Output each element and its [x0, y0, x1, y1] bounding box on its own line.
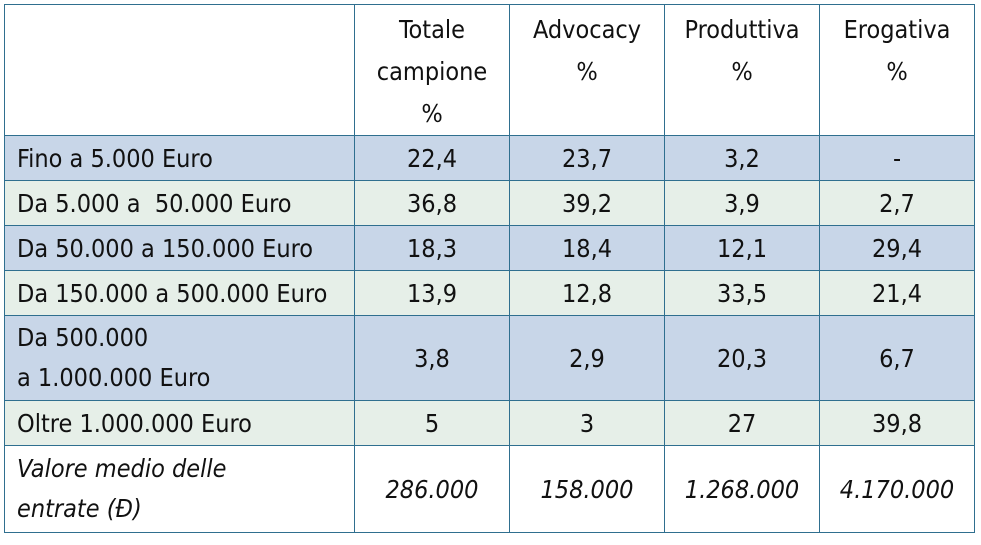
- row-label: Oltre 1.000.000 Euro: [4, 400, 355, 446]
- cell-advocacy: 18,4: [509, 225, 665, 271]
- cell-totale: 286.000: [354, 445, 510, 533]
- row-label: Da 5.000 a 50.000 Euro: [4, 180, 355, 226]
- cell-produttiva: 33,5: [664, 270, 820, 316]
- row-label: Da 50.000 a 150.000 Euro: [4, 225, 355, 271]
- header-line: %: [421, 99, 443, 128]
- income-table-container: Totale campione % Advocacy % Produttiva …: [4, 4, 975, 533]
- cell-erogativa: 6,7: [819, 315, 975, 401]
- income-distribution-table: Totale campione % Advocacy % Produttiva …: [4, 4, 975, 533]
- table-row: Fino a 5.000 Euro 22,4 23,7 3,2 -: [4, 135, 975, 181]
- row-label: Da 500.000 a 1.000.000 Euro: [4, 315, 355, 401]
- cell-produttiva: 20,3: [664, 315, 820, 401]
- header-erogativa: Erogativa %: [819, 4, 975, 136]
- cell-advocacy: 3: [509, 400, 665, 446]
- row-label-text: Fino a 5.000 Euro: [17, 143, 213, 173]
- row-label-text: Da 500.000: [17, 323, 149, 352]
- cell-erogativa: 29,4: [819, 225, 975, 271]
- cell-erogativa: 2,7: [819, 180, 975, 226]
- header-produttiva: Produttiva %: [664, 4, 820, 136]
- row-label: Da 150.000 a 500.000 Euro: [4, 270, 355, 316]
- row-label-text: entrate (Đ): [17, 494, 142, 523]
- row-label: Fino a 5.000 Euro: [4, 135, 355, 181]
- row-label-text: Da 5.000 a 50.000 Euro: [17, 188, 292, 218]
- row-label: Valore medio delle entrate (Đ): [4, 445, 355, 533]
- header-line: Advocacy: [532, 15, 642, 44]
- table-row-average: Valore medio delle entrate (Đ) 286.000 1…: [4, 445, 975, 533]
- cell-totale: 13,9: [354, 270, 510, 316]
- header-totale-campione: Totale campione %: [354, 4, 510, 136]
- row-label-text: Oltre 1.000.000 Euro: [17, 408, 252, 438]
- header-line: Erogativa: [843, 15, 951, 44]
- header-line: Produttiva: [684, 15, 800, 44]
- cell-totale: 36,8: [354, 180, 510, 226]
- cell-totale: 22,4: [354, 135, 510, 181]
- cell-advocacy: 12,8: [509, 270, 665, 316]
- cell-advocacy: 39,2: [509, 180, 665, 226]
- cell-totale: 18,3: [354, 225, 510, 271]
- cell-advocacy: 2,9: [509, 315, 665, 401]
- table-row: Da 500.000 a 1.000.000 Euro 3,8 2,9 20,3…: [4, 315, 975, 401]
- row-label-text: Da 150.000 a 500.000 Euro: [17, 278, 328, 308]
- header-line: campione: [376, 57, 488, 86]
- cell-erogativa: 4.170.000: [819, 445, 975, 533]
- header-corner-cell: [4, 4, 355, 136]
- table-header-row: Totale campione % Advocacy % Produttiva …: [4, 4, 975, 136]
- table-row: Oltre 1.000.000 Euro 5 3 27 39,8: [4, 400, 975, 446]
- table-row: Da 50.000 a 150.000 Euro 18,3 18,4 12,1 …: [4, 225, 975, 271]
- table-row: Da 150.000 a 500.000 Euro 13,9 12,8 33,5…: [4, 270, 975, 316]
- cell-produttiva: 1.268.000: [664, 445, 820, 533]
- header-line: %: [731, 57, 753, 86]
- cell-produttiva: 3,9: [664, 180, 820, 226]
- cell-produttiva: 12,1: [664, 225, 820, 271]
- cell-totale: 3,8: [354, 315, 510, 401]
- cell-advocacy: 23,7: [509, 135, 665, 181]
- header-advocacy: Advocacy %: [509, 4, 665, 136]
- table-row: Da 5.000 a 50.000 Euro 36,8 39,2 3,9 2,7: [4, 180, 975, 226]
- header-line: %: [576, 57, 598, 86]
- cell-erogativa: 21,4: [819, 270, 975, 316]
- cell-totale: 5: [354, 400, 510, 446]
- cell-erogativa: 39,8: [819, 400, 975, 446]
- cell-erogativa: -: [819, 135, 975, 181]
- header-line: %: [886, 57, 908, 86]
- row-label-text: a 1.000.000 Euro: [17, 363, 211, 392]
- cell-advocacy: 158.000: [509, 445, 665, 533]
- cell-produttiva: 27: [664, 400, 820, 446]
- row-label-text: Valore medio delle: [17, 454, 227, 483]
- row-label-text: Da 50.000 a 150.000 Euro: [17, 233, 314, 263]
- cell-produttiva: 3,2: [664, 135, 820, 181]
- header-line: Totale: [399, 15, 465, 44]
